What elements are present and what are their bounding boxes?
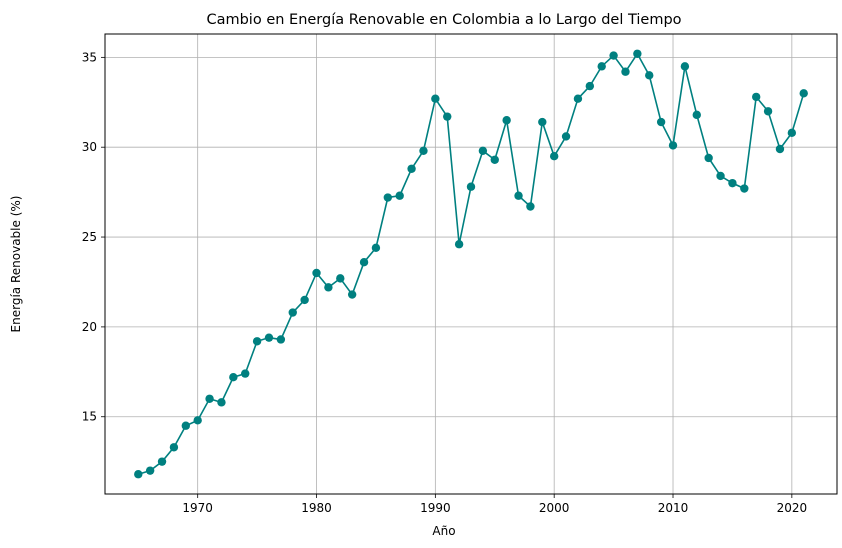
data-point (134, 470, 143, 479)
data-point (502, 116, 511, 125)
data-point (668, 141, 678, 150)
y-tick-label: 20 (82, 320, 97, 334)
data-point (336, 274, 345, 283)
data-point (775, 144, 785, 154)
x-tick-label: 2000 (539, 501, 570, 515)
data-point (633, 49, 642, 58)
data-point (621, 67, 630, 76)
data-point (454, 240, 464, 249)
data-point (549, 151, 559, 161)
data-point (276, 335, 286, 344)
data-point (526, 202, 535, 211)
data-point (217, 398, 226, 407)
data-point (431, 94, 440, 103)
data-point (324, 283, 333, 292)
data-point (407, 164, 416, 173)
data-point (716, 171, 725, 181)
data-point (597, 62, 606, 71)
data-point (145, 466, 155, 475)
plot-frame (104, 33, 838, 495)
data-point (514, 191, 523, 200)
data-point (740, 184, 749, 193)
data-point (561, 132, 571, 141)
data-point (656, 117, 666, 127)
y-tick-label: 15 (82, 410, 97, 424)
data-point (371, 243, 381, 253)
x-axis-title: Año (432, 524, 455, 538)
x-axis-ticks: 1970 1980 1990 2000 2010 2020 (182, 494, 807, 515)
data-point (383, 193, 393, 202)
y-axis-title: Energía Renovable (%) (9, 196, 23, 333)
series-group (134, 49, 808, 479)
x-tick-label: 1990 (420, 501, 451, 515)
data-point (252, 337, 262, 346)
data-point (359, 258, 369, 267)
y-tick-label: 30 (82, 140, 97, 154)
data-point (466, 182, 476, 191)
data-point (490, 155, 499, 164)
data-point (645, 71, 654, 80)
data-point (443, 112, 452, 121)
data-point (395, 191, 404, 200)
x-tick-label: 2020 (777, 501, 808, 515)
data-point (728, 178, 737, 188)
x-tick-label: 1980 (301, 501, 332, 515)
data-point (692, 110, 701, 120)
y-tick-label: 35 (82, 50, 97, 64)
data-point (609, 51, 618, 60)
data-point (419, 146, 428, 155)
data-point (312, 268, 321, 278)
data-point (288, 308, 297, 317)
data-point (799, 89, 808, 98)
y-axis-ticks: 15 20 25 30 35 (82, 50, 105, 424)
data-point (169, 443, 179, 452)
data-point (181, 421, 191, 430)
data-point (573, 94, 583, 103)
plot-background (105, 34, 837, 494)
data-point (229, 373, 238, 382)
x-tick-label: 2010 (658, 501, 689, 515)
data-point (787, 128, 797, 138)
data-point (205, 394, 214, 403)
data-point (347, 290, 357, 299)
data-point (300, 295, 309, 305)
data-point (585, 81, 595, 91)
y-tick-label: 25 (82, 230, 97, 244)
data-point (241, 369, 250, 378)
x-tick-label: 1970 (182, 501, 213, 515)
data-point (157, 457, 167, 466)
chart-title: Cambio en Energía Renovable en Colombia … (206, 12, 681, 28)
data-point (538, 117, 547, 127)
data-point (680, 62, 690, 71)
data-point (763, 107, 773, 116)
grid-lines (105, 34, 837, 494)
data-point (478, 146, 488, 155)
data-point (704, 153, 713, 163)
data-point (264, 333, 274, 342)
data-point (193, 416, 202, 425)
data-point (751, 92, 761, 102)
